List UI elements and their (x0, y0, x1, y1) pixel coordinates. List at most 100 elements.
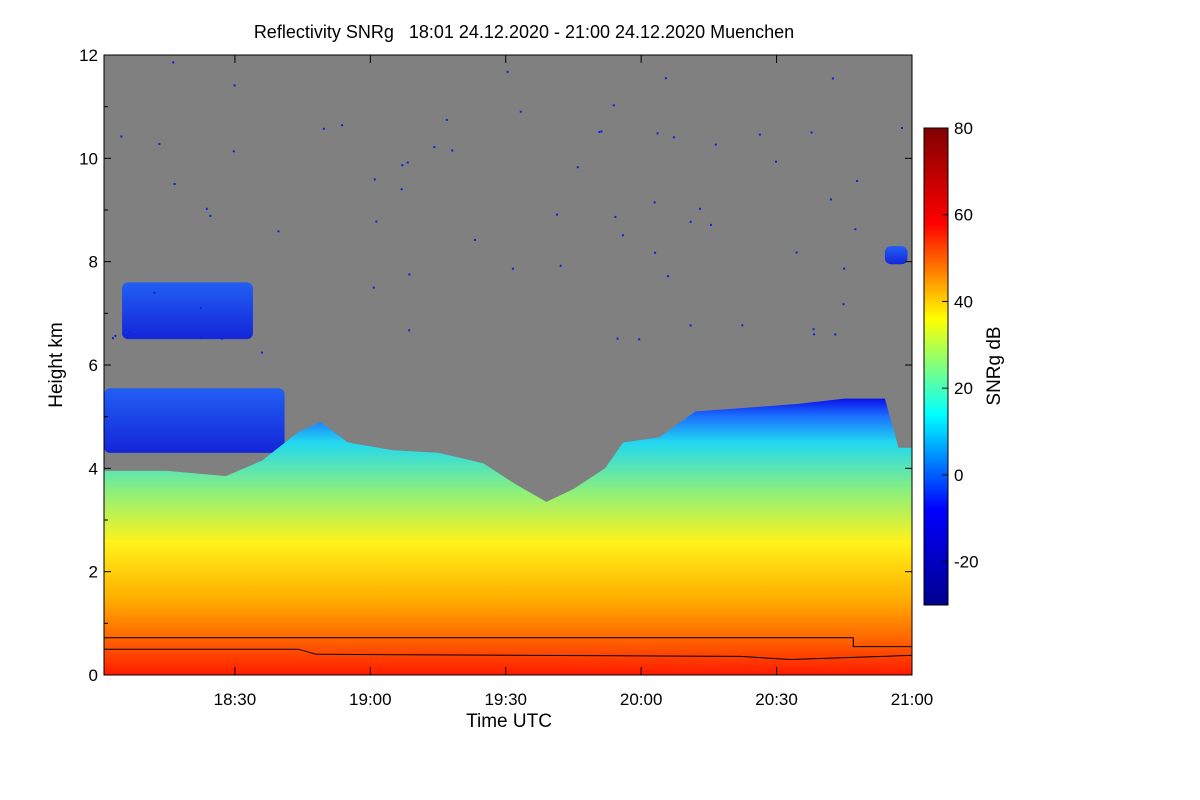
noise-speck (714, 143, 717, 146)
noise-speck (614, 215, 617, 218)
noise-speck (812, 328, 815, 331)
noise-speck (172, 61, 175, 64)
noise-speck (120, 135, 123, 138)
upper-cloud-layer (122, 282, 253, 340)
boundary-line (104, 648, 912, 661)
noise-speck (664, 77, 667, 80)
noise-speck (638, 338, 641, 341)
noise-speck (654, 251, 657, 254)
chart-title: Reflectivity SNRg 18:01 24.12.2020 - 21:… (254, 22, 794, 42)
x-tick-label: 20:00 (620, 690, 663, 709)
noise-speck (114, 334, 117, 337)
noise-speck (519, 110, 522, 113)
noise-speck (612, 104, 615, 107)
noise-speck (373, 178, 376, 181)
noise-speck (758, 133, 761, 136)
noise-speck (556, 213, 558, 216)
noise-speck (406, 161, 409, 164)
colorbar-tick-label: -20 (954, 553, 979, 572)
x-tick-label: 19:00 (349, 690, 392, 709)
noise-speck (621, 234, 624, 237)
noise-speck (795, 251, 798, 254)
noise-speck (843, 267, 846, 270)
noise-speck (653, 201, 656, 204)
noise-speck (710, 223, 712, 226)
noise-speck (408, 329, 411, 332)
noise-speck (205, 207, 208, 210)
noise-speck (775, 160, 777, 163)
noise-speck (209, 214, 212, 217)
plot-area (103, 54, 913, 676)
upper-cloud-layers (104, 246, 908, 453)
noise-speck (200, 306, 202, 309)
noise-speck (474, 238, 476, 241)
noise-speck (445, 118, 448, 121)
noise-speck (128, 331, 131, 333)
upper-cloud-layer (884, 246, 908, 265)
noise-speck (813, 333, 816, 336)
x-axis: 18:30 19:00 19:30 20:00 20:30 21:00 (214, 55, 934, 709)
noise-speck (600, 130, 603, 133)
noise-speck (173, 183, 176, 185)
noise-speck (667, 275, 669, 278)
colorbar: -20 0 20 40 60 80 SNRg dB (923, 119, 1005, 606)
colorbar-ticks: -20 0 20 40 60 80 (942, 119, 979, 572)
noise-speck (221, 337, 224, 340)
noise-speck (689, 220, 692, 223)
y-tick-label: 6 (89, 356, 98, 375)
y-axis: 0 2 4 6 8 10 12 (79, 46, 912, 685)
noise-speck (901, 127, 903, 129)
noise-speck (506, 70, 509, 73)
colorbar-tick-label: 80 (954, 119, 973, 138)
noise-speck (372, 286, 375, 289)
colorbar-tick-label: 0 (954, 466, 963, 485)
noise-speck (451, 149, 454, 152)
noise-speck (656, 132, 659, 135)
colorbar-scale (923, 127, 949, 606)
y-tick-label: 10 (79, 149, 98, 168)
x-tick-label: 19:30 (484, 690, 527, 709)
noise-speck (277, 230, 280, 233)
noise-speck (261, 351, 263, 354)
noise-speck (153, 291, 156, 294)
x-axis-label: Time UTC (466, 711, 552, 732)
boundary-line (104, 637, 912, 648)
noise-speck (834, 333, 837, 336)
noise-speck (232, 150, 235, 153)
noise-speck (433, 146, 436, 149)
noise-speck (829, 198, 832, 201)
precipitation-field (104, 398, 912, 675)
noise-speck (689, 324, 692, 327)
y-axis-label: Height km (46, 322, 67, 408)
y-tick-label: 4 (89, 459, 98, 478)
x-tick-label: 20:30 (755, 690, 798, 709)
noise-speck (831, 77, 834, 80)
noise-speck (810, 131, 813, 134)
noise-speck (511, 267, 514, 270)
y-tick-label: 0 (89, 666, 98, 685)
y-tick-label: 8 (89, 253, 98, 272)
colorbar-label: SNRg dB (984, 326, 1005, 405)
noise-speck (401, 164, 404, 167)
noise-speck (854, 228, 857, 231)
noise-speck (158, 143, 161, 145)
noise-speck (699, 207, 701, 210)
colorbar-tick-label: 60 (954, 206, 973, 225)
noise-speck (400, 188, 403, 191)
speckle-noise (112, 61, 903, 354)
noise-speck (672, 136, 675, 139)
noise-speck (842, 303, 845, 306)
noise-speck (375, 220, 378, 223)
x-tick-label: 21:00 (891, 690, 934, 709)
noise-speck (322, 127, 325, 130)
noise-speck (112, 337, 114, 340)
boundary-lines (104, 637, 912, 661)
x-tick-label: 18:30 (214, 690, 257, 709)
noise-speck (856, 180, 859, 182)
colorbar-tick-label: 20 (954, 379, 973, 398)
noise-speck (576, 166, 579, 169)
noise-speck (233, 84, 236, 87)
noise-speck (616, 337, 619, 340)
noise-speck (341, 124, 344, 127)
